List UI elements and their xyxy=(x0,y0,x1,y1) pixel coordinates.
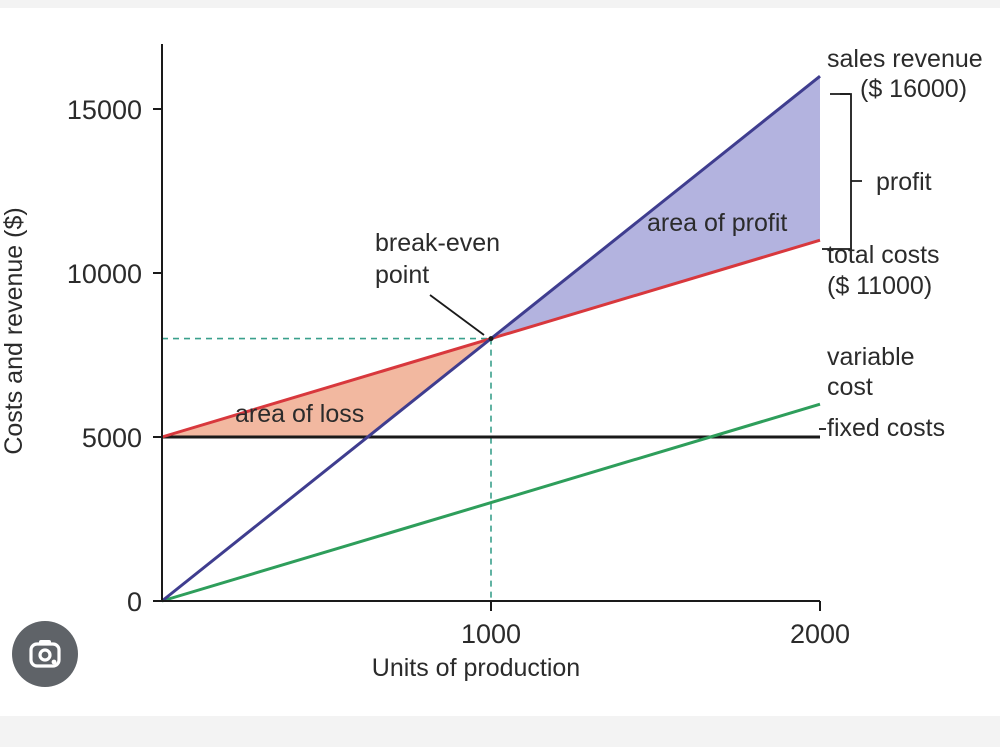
total-costs-value-label: ($ 11000) xyxy=(827,272,932,300)
area-of-profit-label: area of profit xyxy=(647,209,787,237)
y-tick-label: 10000 xyxy=(67,259,142,289)
sales-revenue-value-label: ($ 16000) xyxy=(860,75,967,103)
y-axis-title: Costs and revenue ($) xyxy=(0,207,28,454)
variable-cost-line xyxy=(161,402,821,603)
variable-cost-label-line2: cost xyxy=(827,373,873,401)
break-even-label-line2: point xyxy=(375,261,429,289)
image-search-button[interactable] xyxy=(12,621,78,687)
google-lens-camera-icon xyxy=(29,640,61,668)
total-costs-label: total costs xyxy=(827,241,940,269)
sales-revenue-label: sales revenue xyxy=(827,45,983,73)
y-tick-label: 0 xyxy=(127,587,142,617)
x-axis-ticks: 1000 2000 xyxy=(461,601,850,649)
y-tick-label: 5000 xyxy=(82,423,142,453)
y-axis-ticks: 0 5000 10000 15000 xyxy=(67,95,162,617)
break-even-chart: 0 5000 10000 15000 1000 2000 Units of produc… xyxy=(0,44,983,682)
x-tick-label: 1000 xyxy=(461,619,521,649)
fixed-costs-label: fixed costs xyxy=(827,414,945,442)
variable-cost-label: variable xyxy=(827,343,915,371)
y-tick-label: 15000 xyxy=(67,95,142,125)
x-axis-title: Units of production xyxy=(372,654,580,682)
break-even-label: break-even xyxy=(375,229,500,257)
break-even-pointer xyxy=(429,294,485,336)
x-tick-label: 2000 xyxy=(790,619,850,649)
chart-frame: 0 5000 10000 15000 1000 2000 Units of produc… xyxy=(0,8,1000,716)
break-even-point xyxy=(488,336,494,342)
profit-label: profit xyxy=(876,168,932,196)
profit-bracket xyxy=(822,93,862,250)
area-of-loss-label: area of loss xyxy=(235,400,364,428)
bottom-strip xyxy=(0,716,1000,747)
